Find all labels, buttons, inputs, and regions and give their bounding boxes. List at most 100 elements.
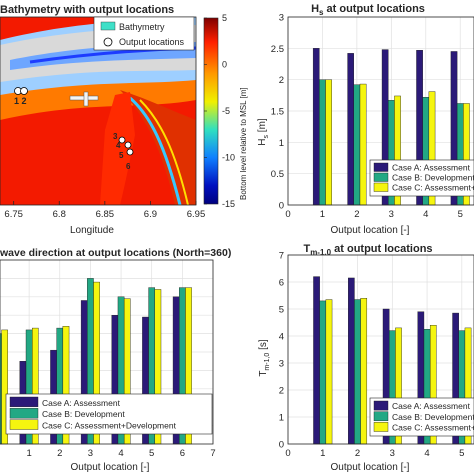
legend-swatch bbox=[373, 411, 389, 422]
legend-swatch bbox=[373, 182, 389, 192]
output-location-marker bbox=[126, 148, 134, 156]
x-tick-label: 3 bbox=[390, 448, 395, 459]
map-x-label: Longitude bbox=[70, 225, 114, 236]
colorbar-label: Bottom level relative to MSL [m] bbox=[239, 87, 248, 200]
y-tick-label: 2.5 bbox=[271, 44, 284, 55]
output-location-markers: 1 2 3 4 5 6 bbox=[14, 87, 134, 171]
legend-label: Case C: Assessment+Development bbox=[42, 421, 177, 431]
colorbar-tick-label: -10 bbox=[222, 153, 235, 163]
y-tick-label: 6 bbox=[279, 278, 284, 289]
legend-swatch bbox=[373, 162, 389, 172]
legend-swatch bbox=[9, 419, 39, 430]
wave-direction-panel: wave direction at output locations (Nort… bbox=[0, 247, 231, 473]
y-tick-label: 1.5 bbox=[271, 107, 284, 118]
bar-case-b bbox=[319, 79, 326, 206]
legend-swatch bbox=[9, 408, 39, 419]
x-tick-label: 4 bbox=[423, 209, 428, 220]
point-label-5: 5 bbox=[119, 151, 124, 160]
bar-case-b bbox=[353, 84, 361, 206]
x-tick-label: 2 bbox=[57, 448, 62, 459]
bar-case-a bbox=[312, 48, 320, 206]
bar-case-a bbox=[347, 53, 354, 206]
point-label-4: 4 bbox=[116, 141, 121, 150]
x-tick-label: 1 bbox=[320, 448, 325, 459]
map-x-tick-label: 6.75 bbox=[4, 209, 23, 220]
x-tick-label: 5 bbox=[459, 448, 464, 459]
colorbar-tick-label: -15 bbox=[222, 199, 235, 209]
output-location-marker bbox=[118, 136, 126, 144]
y-tick-label: 4 bbox=[279, 332, 284, 343]
map-legend-output-locations: Output locations bbox=[119, 37, 185, 47]
x-tick-label: 0 bbox=[285, 448, 290, 459]
y-tick-label: 7 bbox=[279, 251, 284, 262]
output-location-marker bbox=[20, 87, 28, 95]
legend-label: Case B: Development bbox=[392, 412, 474, 422]
x-tick-label: 2 bbox=[354, 209, 359, 220]
x-tick-label: 4 bbox=[118, 448, 123, 459]
map-legend-bathymetry: Bathymetry bbox=[119, 22, 165, 32]
legend-label: Case C: Assessment+Development bbox=[392, 183, 474, 193]
dir-title: wave direction at output locations (Nort… bbox=[0, 247, 231, 259]
tm-title: Tm-1,0 at output locations bbox=[303, 243, 432, 257]
map-x-tick-label: 6.9 bbox=[144, 209, 157, 220]
point-label-1-2: 1 2 bbox=[14, 96, 27, 106]
legend-swatch bbox=[9, 396, 39, 408]
y-tick-label: 1 bbox=[279, 413, 284, 424]
bathymetry-panel: Bathymetry with output locations 1 2 3 4 bbox=[0, 4, 248, 236]
point-label-3: 3 bbox=[113, 132, 118, 141]
hs-x-label: Output location [-] bbox=[331, 225, 410, 236]
x-tick-label: 1 bbox=[320, 209, 325, 220]
legend-label: Case A: Assessment bbox=[42, 398, 121, 408]
y-tick-label: 3 bbox=[279, 359, 284, 370]
legend-label: Case A: Assessment bbox=[392, 163, 471, 173]
x-tick-label: 0 bbox=[285, 209, 290, 220]
bar-case-a bbox=[348, 277, 355, 445]
map-legend: Bathymetry Output locations bbox=[93, 16, 195, 51]
y-tick-label: 0.5 bbox=[271, 169, 284, 180]
bar-case-b bbox=[354, 299, 361, 445]
colorbar-tick-label: 5 bbox=[222, 13, 227, 23]
y-tick-label: 3 bbox=[279, 13, 284, 24]
colorbar-tick-label: 0 bbox=[222, 60, 227, 70]
x-tick-label: 3 bbox=[88, 448, 93, 459]
tm-panel: Tm-1,0 at output locations Tm-1,0 [s] Ou… bbox=[258, 243, 474, 473]
map-x-tick-label: 6.95 bbox=[187, 209, 206, 220]
bar-case-c bbox=[360, 298, 368, 445]
x-tick-label: 6 bbox=[180, 448, 185, 459]
bar-case-c bbox=[325, 79, 332, 206]
y-tick-label: 1 bbox=[279, 138, 284, 149]
map-x-tick-label: 6.8 bbox=[53, 209, 66, 220]
map-x-axis: 6.75 6.8 6.85 6.9 6.95 bbox=[4, 201, 205, 220]
x-tick-label: 4 bbox=[424, 448, 429, 459]
tm-x-label: Output location [-] bbox=[331, 462, 410, 473]
bar-case-c bbox=[359, 83, 367, 206]
axes-frame bbox=[287, 16, 474, 206]
colorbar: 5 0 -5 -10 -15 Bottom level relative to MSL … bbox=[203, 13, 248, 209]
output-location-marker bbox=[124, 141, 132, 149]
colorbar-tick-label: -5 bbox=[222, 106, 230, 116]
x-tick-label: 3 bbox=[389, 209, 394, 220]
legend-label: Case C: Assessment+Development bbox=[392, 423, 474, 433]
legend-label: Case A: Assessment bbox=[392, 401, 471, 411]
legend-swatch bbox=[373, 422, 389, 432]
y-tick-label: 2 bbox=[279, 75, 284, 86]
map-x-tick-label: 6.85 bbox=[96, 209, 115, 220]
hs-title: Hs at output locations bbox=[311, 3, 425, 17]
legend-label: Case B: Development bbox=[392, 173, 474, 183]
dir-x-label: Output location [-] bbox=[71, 462, 150, 473]
map-title: Bathymetry with output locations bbox=[0, 4, 174, 16]
legend-label: Case B: Development bbox=[42, 409, 125, 419]
y-tick-label: 0 bbox=[279, 440, 284, 451]
y-tick-label: 0 bbox=[279, 201, 284, 212]
x-tick-label: 5 bbox=[458, 209, 463, 220]
bar-case-c bbox=[325, 299, 333, 445]
axes-frame bbox=[0, 259, 214, 445]
hs-y-label: Hs [m] bbox=[257, 118, 270, 146]
y-tick-label: 2 bbox=[279, 386, 284, 397]
x-tick-label: 1 bbox=[26, 448, 31, 459]
point-label-6: 6 bbox=[126, 162, 131, 171]
hs-panel: Hs at output locations Hs [m] Output loc… bbox=[257, 3, 474, 236]
x-tick-label: 2 bbox=[355, 448, 360, 459]
bar-case-a bbox=[313, 276, 320, 445]
